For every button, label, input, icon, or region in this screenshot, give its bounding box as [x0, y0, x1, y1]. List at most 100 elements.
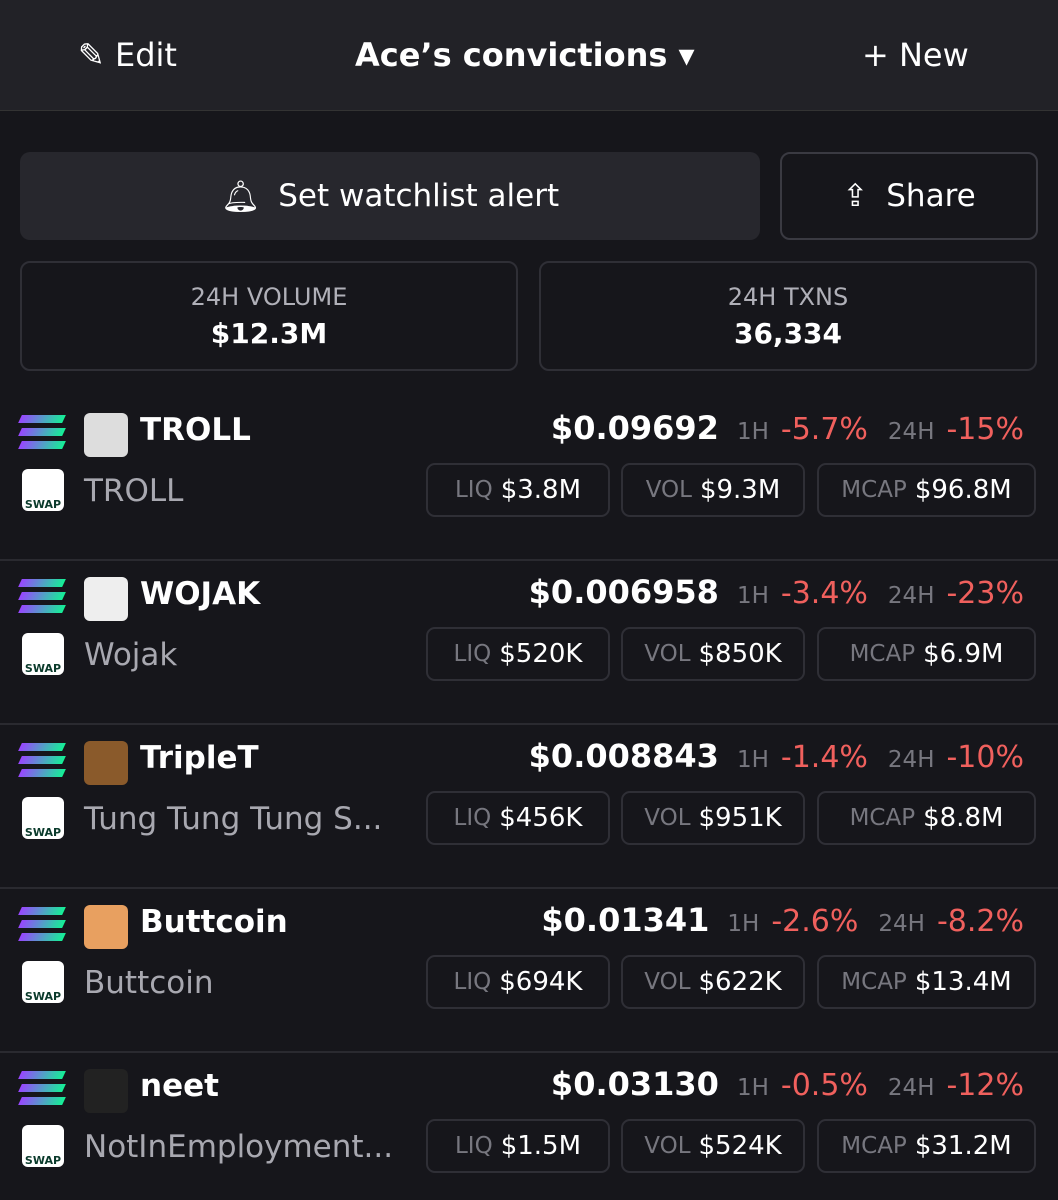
chain-bar	[18, 769, 66, 777]
change-24h-label: 24H	[878, 911, 925, 937]
token-row[interactable]: SWAP TROLL TROLL $0.09692 1H -5.7% 24H -15% LIQ $…	[0, 395, 1058, 561]
price-line: $0.09692 1H -5.7% 24H -15%	[551, 409, 1032, 447]
change-24h-label: 24H	[887, 1075, 935, 1101]
token-name: Buttcoin	[84, 965, 214, 1001]
mcap-label: MCAP	[841, 969, 907, 995]
stat-card: 24H TXNS 36,334	[539, 261, 1037, 371]
token-avatar	[84, 577, 128, 621]
alert-label: Set watchlist alert	[278, 178, 560, 214]
change-1h-label: 1H	[736, 1075, 769, 1101]
chain-icon	[18, 743, 66, 782]
stat-value: $12.3M	[210, 317, 328, 350]
token-row[interactable]: SWAP TripleT Tung Tung Tung S... $0.008843 1…	[0, 723, 1058, 889]
change-24h: -23%	[946, 576, 1024, 611]
chain-bar	[18, 579, 66, 587]
change-1h-label: 1H	[736, 583, 769, 609]
change-1h: -3.4%	[780, 576, 868, 611]
token-symbol: neet	[140, 1068, 219, 1104]
change-24h: -8.2%	[936, 904, 1024, 939]
change-24h: -10%	[946, 740, 1024, 775]
change-1h-label: 1H	[727, 911, 760, 937]
liq-label: LIQ	[454, 1133, 493, 1159]
liq-value: $3.8M	[500, 475, 582, 505]
token-name: NotInEmployment...	[84, 1129, 394, 1165]
chain-bar	[18, 441, 66, 449]
chain-bar	[18, 415, 66, 423]
liq-label: LIQ	[453, 805, 492, 831]
liq-pill: LIQ $3.8M	[426, 463, 610, 517]
token-avatar	[84, 1069, 128, 1113]
chain-bar	[18, 907, 66, 915]
chain-icon	[18, 907, 66, 946]
swap-badge: SWAP	[22, 961, 64, 1003]
change-1h-label: 1H	[736, 419, 769, 445]
liq-pill: LIQ $694K	[426, 955, 610, 1009]
change-1h: -1.4%	[780, 740, 868, 775]
vol-value: $951K	[698, 803, 782, 833]
chain-bar	[18, 920, 66, 928]
token-row[interactable]: SWAP neet NotInEmployment... $0.03130 1H -0.5…	[0, 1051, 1058, 1200]
price-line: $0.01341 1H -2.6% 24H -8.2%	[541, 901, 1032, 939]
vol-label: VOL	[644, 969, 691, 995]
liq-value: $694K	[499, 967, 583, 997]
swap-badge: SWAP	[22, 1125, 64, 1167]
token-name: TROLL	[84, 473, 184, 509]
share-label: Share	[886, 178, 976, 214]
chain-bar	[18, 756, 66, 764]
mcap-label: MCAP	[841, 477, 907, 503]
mcap-value: $96.8M	[914, 475, 1012, 505]
vol-value: $622K	[698, 967, 782, 997]
edit-button[interactable]: ✎ Edit	[78, 36, 177, 74]
chain-bar	[18, 1097, 66, 1105]
swap-badge: SWAP	[22, 633, 64, 675]
price-line: $0.008843 1H -1.4% 24H -10%	[529, 737, 1032, 775]
mcap-pill: MCAP $31.2M	[817, 1119, 1036, 1173]
liq-pill: LIQ $1.5M	[426, 1119, 610, 1173]
liq-pill: LIQ $456K	[426, 791, 610, 845]
vol-pill: VOL $850K	[621, 627, 805, 681]
liq-label: LIQ	[453, 969, 492, 995]
new-label: New	[898, 36, 969, 74]
change-1h: -5.7%	[780, 412, 868, 447]
mcap-pill: MCAP $96.8M	[817, 463, 1036, 517]
alert-button[interactable]: 🔔︎ Set watchlist alert	[20, 152, 760, 240]
mcap-label: MCAP	[849, 805, 916, 831]
chain-bar	[18, 743, 66, 751]
change-24h-label: 24H	[887, 747, 935, 773]
mcap-label: MCAP	[841, 1133, 907, 1159]
vol-value: $524K	[698, 1131, 782, 1161]
stat-label: 24H TXNS	[727, 283, 849, 311]
change-1h-label: 1H	[736, 747, 769, 773]
token-avatar	[84, 741, 128, 785]
swap-badge: SWAP	[22, 469, 64, 511]
chain-icon	[18, 415, 66, 454]
share-icon: ⇪	[842, 178, 869, 214]
vol-value: $850K	[698, 639, 782, 669]
liq-label: LIQ	[454, 477, 493, 503]
mcap-label: MCAP	[849, 641, 916, 667]
vol-value: $9.3M	[699, 475, 781, 505]
vol-pill: VOL $951K	[621, 791, 805, 845]
mcap-value: $8.8M	[923, 803, 1004, 833]
chain-bar	[18, 1084, 66, 1092]
chain-bar	[18, 592, 66, 600]
token-avatar	[84, 905, 128, 949]
mcap-value: $31.2M	[914, 1131, 1012, 1161]
token-price: $0.09692	[550, 409, 719, 447]
chain-bar	[18, 933, 66, 941]
watchlist-title[interactable]: Ace’s convictions ▾	[355, 36, 695, 74]
change-24h: -15%	[946, 412, 1024, 447]
change-24h-label: 24H	[887, 419, 935, 445]
change-1h: -2.6%	[771, 904, 859, 939]
stat-label: 24H VOLUME	[190, 283, 348, 311]
change-24h-label: 24H	[887, 583, 935, 609]
mcap-value: $6.9M	[923, 639, 1004, 669]
vol-label: VOL	[645, 477, 692, 503]
chain-bar	[18, 605, 66, 613]
new-button[interactable]: + New	[862, 36, 969, 74]
token-symbol: TROLL	[140, 412, 251, 448]
token-row[interactable]: SWAP WOJAK Wojak $0.006958 1H -3.4% 24H -23% LIQ…	[0, 559, 1058, 725]
share-button[interactable]: ⇪ Share	[780, 152, 1038, 240]
price-line: $0.03130 1H -0.5% 24H -12%	[551, 1065, 1032, 1103]
token-row[interactable]: SWAP Buttcoin Buttcoin $0.01341 1H -2.6% 24H -8…	[0, 887, 1058, 1053]
